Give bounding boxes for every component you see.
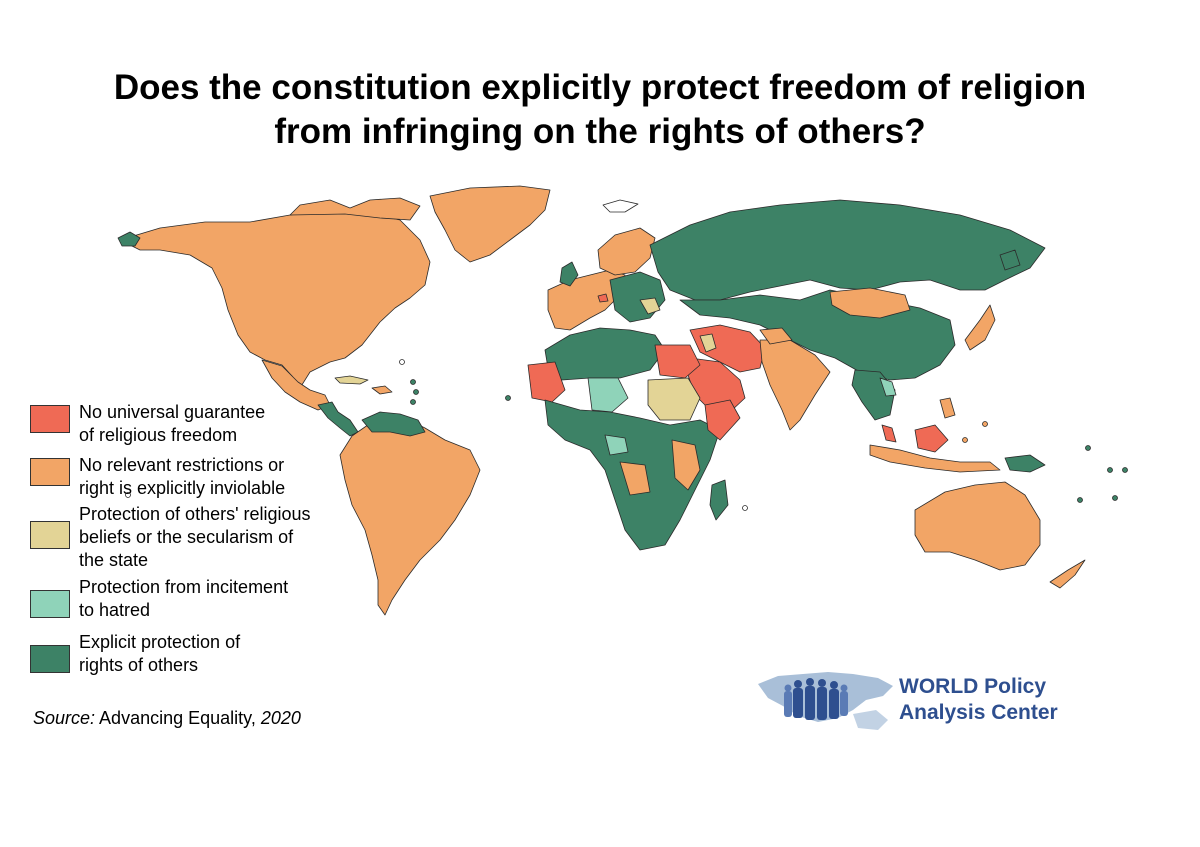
legend-swatch-red <box>30 405 70 433</box>
region-russia <box>649 199 1046 301</box>
island-marker <box>410 379 416 385</box>
island-marker <box>399 359 405 365</box>
region-papua <box>1004 454 1046 473</box>
island-marker <box>742 505 748 511</box>
region-gabon-teal <box>604 434 629 456</box>
legend-label: right is explicitly inviolable <box>79 478 286 498</box>
region-afghanistan <box>759 327 793 345</box>
region-arctic-islands <box>289 197 421 221</box>
legend-swatch-khaki <box>30 521 70 549</box>
island-marker <box>1077 497 1083 503</box>
region-caribbean <box>334 375 369 385</box>
logo-line-2: Analysis Center <box>899 701 1058 724</box>
region-philippines <box>939 397 956 419</box>
region-southern-africa-orange <box>619 461 651 496</box>
region-svalbard <box>602 199 639 213</box>
region-central-europe-red <box>597 293 609 303</box>
legend-label: the state <box>79 550 149 570</box>
legend-label: Protection from incitement <box>79 577 289 597</box>
source-year: 2020 <box>260 708 301 728</box>
legend-label: to hatred <box>79 600 151 620</box>
region-indochina <box>879 377 897 397</box>
region-gulf <box>699 333 717 353</box>
legend-label: No universal guarantee <box>79 402 266 422</box>
island-marker <box>410 399 416 405</box>
island-marker <box>1112 495 1118 501</box>
legend-label: of religious freedom <box>79 425 238 445</box>
legend-label: rights of others <box>79 655 199 675</box>
legend-label: beliefs or the secularism of <box>79 527 294 547</box>
legend-label: Protection of others' religious <box>79 504 311 524</box>
region-borneo <box>914 424 949 453</box>
region-east-africa <box>671 439 701 491</box>
island-marker <box>1122 467 1128 473</box>
region-new-zealand <box>1049 559 1086 589</box>
legend-swatch-orange <box>30 458 70 486</box>
map-title: Does the constitution explicitly protect… <box>60 66 1140 154</box>
region-malaysia <box>881 424 897 443</box>
title-line-2: from infringing on the rights of others? <box>274 112 926 151</box>
wpac-logo: WORLD Policy Analysis Center <box>758 668 1088 738</box>
region-libya-egypt <box>654 344 701 379</box>
region-east-europe <box>609 271 666 323</box>
region-australia <box>914 481 1041 571</box>
region-north-america <box>119 209 431 389</box>
region-balkans <box>639 297 661 315</box>
legend-swatch-teal <box>30 590 70 618</box>
logo-line-1: WORLD Policy <box>899 675 1047 698</box>
region-sahel-teal <box>587 377 629 413</box>
legend-label: Explicit protection of <box>79 632 241 652</box>
logo-wordmark: WORLD Policy Analysis Center <box>899 674 1058 726</box>
island-marker <box>125 492 131 498</box>
region-alaska-islands <box>117 231 141 247</box>
region-north-south-america <box>361 411 426 437</box>
source-text: Advancing Equality, <box>95 708 261 728</box>
region-greenland <box>429 185 551 263</box>
region-indonesia <box>869 444 1001 473</box>
source-label: Source: <box>33 708 96 728</box>
island-marker <box>962 437 968 443</box>
region-south-america <box>339 417 481 616</box>
island-marker <box>413 389 419 395</box>
region-caribbean-2 <box>371 385 393 395</box>
region-scandinavia <box>597 227 656 276</box>
logo-emblem-icon <box>758 672 893 730</box>
region-sakhalin <box>999 249 1021 271</box>
region-north-africa <box>544 327 666 381</box>
region-west-africa <box>527 361 566 403</box>
island-marker <box>1107 467 1113 473</box>
region-horn-of-africa <box>704 399 741 441</box>
region-madagascar <box>709 479 729 521</box>
legend-swatch-green <box>30 645 70 673</box>
island-marker <box>505 395 511 401</box>
region-mongolia <box>829 287 911 319</box>
region-uk <box>559 261 579 287</box>
region-japan <box>964 304 996 351</box>
title-line-1: Does the constitution explicitly protect… <box>113 68 1087 107</box>
island-marker <box>1085 445 1091 451</box>
region-south-asia <box>759 339 831 431</box>
source-note: Source: Advancing Equality, 2020 <box>33 708 301 729</box>
island-marker <box>982 421 988 427</box>
region-sudan <box>647 377 701 421</box>
legend-label: No relevant restrictions or <box>79 455 285 475</box>
